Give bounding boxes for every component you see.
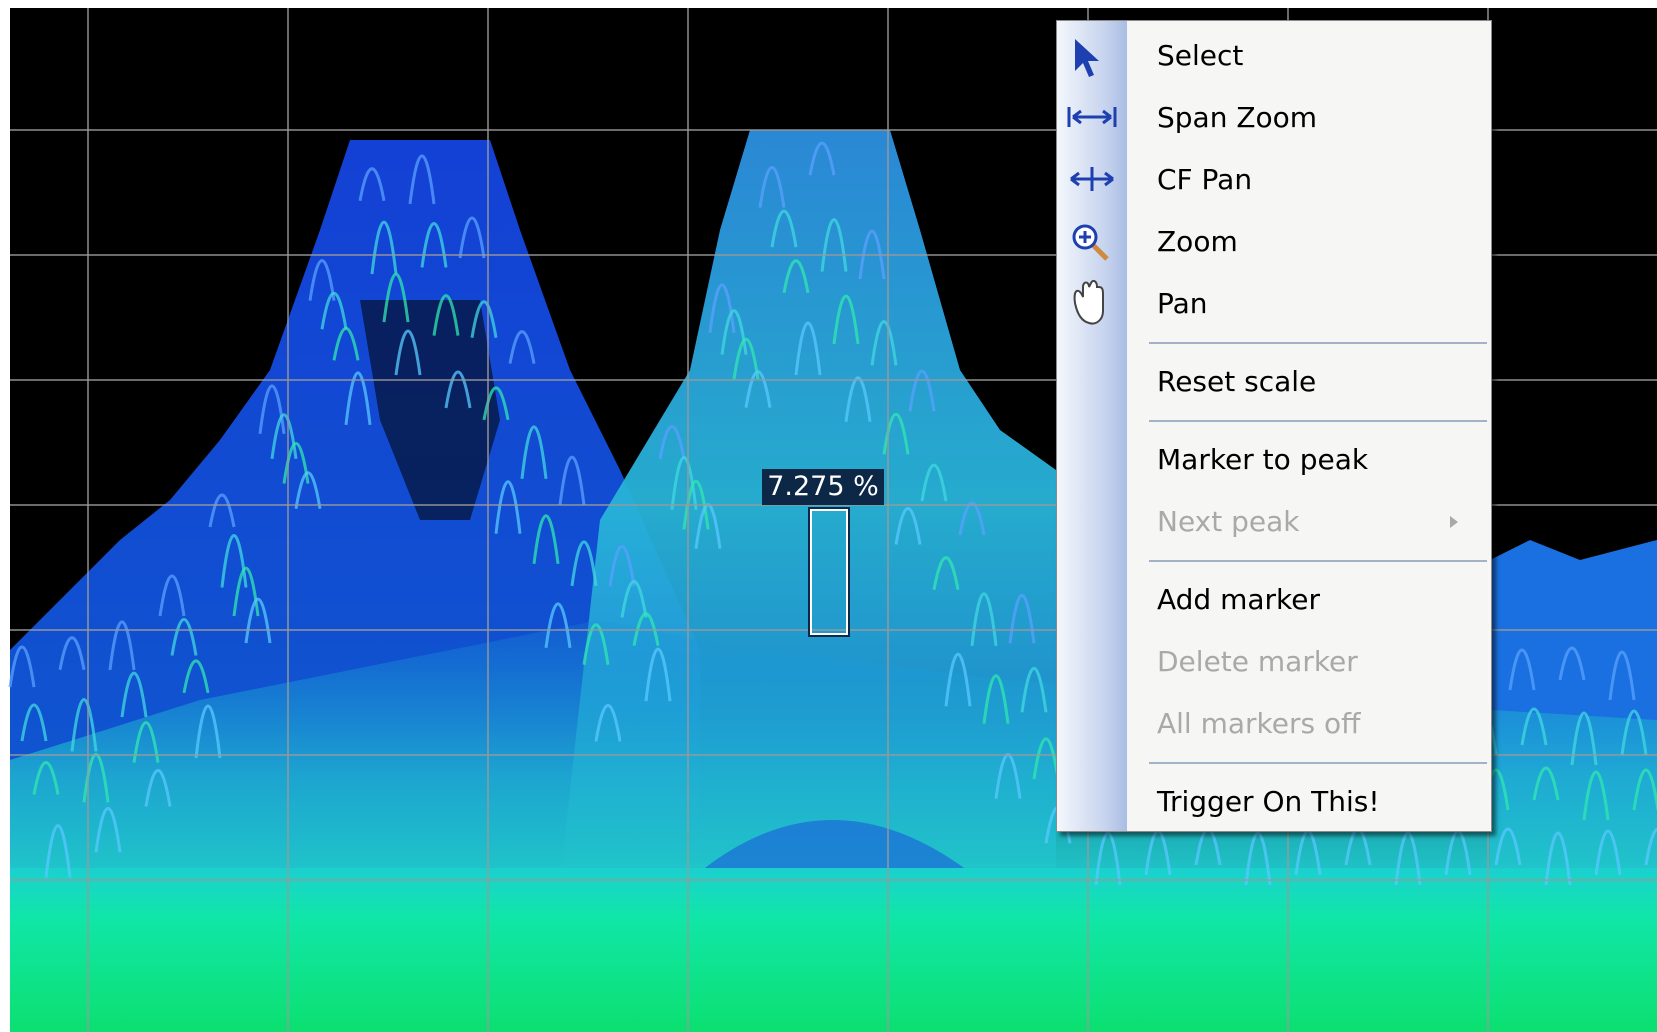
- menu-item[interactable]: Span Zoom: [1157, 98, 1317, 138]
- menu-item[interactable]: Marker to peak: [1157, 440, 1368, 480]
- menu-separator: [1149, 560, 1487, 562]
- page: 7.275 % Select Span Zoom CF Pan Zoom Pan Rese…: [0, 0, 1657, 1032]
- zoom-icon: [1074, 226, 1107, 259]
- menu-separator: [1149, 420, 1487, 422]
- menu-item[interactable]: Zoom: [1157, 222, 1238, 262]
- menu-item[interactable]: CF Pan: [1157, 160, 1252, 200]
- menu-item: All markers off: [1157, 704, 1360, 744]
- menu-item[interactable]: Pan: [1157, 284, 1208, 324]
- cf-pan-icon: [1071, 167, 1113, 191]
- marker[interactable]: [810, 509, 848, 635]
- screen: 7.275 % Select Span Zoom CF Pan Zoom Pan Rese…: [0, 0, 1657, 1032]
- pan-icon: [1075, 281, 1103, 324]
- menu-item[interactable]: Add marker: [1157, 580, 1320, 620]
- span-zoom-icon: [1069, 107, 1115, 127]
- menu-item[interactable]: Reset scale: [1157, 362, 1316, 402]
- menu-separator: [1149, 342, 1487, 344]
- marker-readout: 7.275 %: [762, 469, 884, 505]
- noise-floor: [10, 868, 1657, 1032]
- menu-icons: [1057, 21, 1127, 341]
- menu-separator: [1149, 762, 1487, 764]
- menu-item: Delete marker: [1157, 642, 1358, 682]
- menu-item[interactable]: Trigger On This!: [1157, 782, 1380, 822]
- select-icon: [1075, 39, 1099, 77]
- context-menu: Select Span Zoom CF Pan Zoom Pan Reset scale M…: [1056, 20, 1492, 832]
- menu-item[interactable]: Select: [1157, 36, 1243, 76]
- submenu-arrow: [1450, 516, 1458, 528]
- menu-item: Next peak: [1157, 502, 1300, 542]
